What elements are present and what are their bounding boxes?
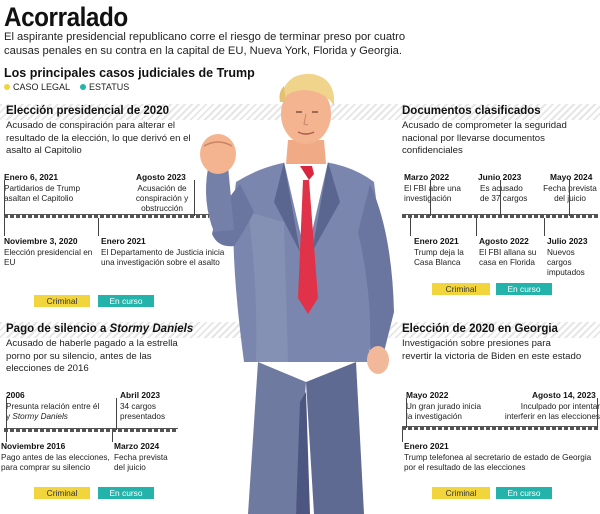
case2-event-text: El FBI abre una investigación — [404, 184, 461, 203]
case4-event-date: Enero 2021 — [404, 441, 449, 451]
page-title: Acorralado — [4, 2, 128, 32]
case1-legal-badge: Criminal — [34, 295, 90, 307]
trump-illustration — [200, 73, 394, 514]
case4-event-text: Un gran jurado inicia la investigación — [406, 402, 482, 421]
case4-tick — [406, 398, 407, 428]
case4-description: Investigación sobre presiones para rever… — [402, 338, 582, 362]
case3-event-date: 2006 — [6, 390, 25, 400]
case4-title: Elección de 2020 en Georgia — [402, 323, 558, 335]
case3-title-name: Stormy Daniels — [109, 323, 194, 335]
case4-tick — [402, 430, 403, 442]
case1-event-date: Enero 2021 — [101, 236, 146, 246]
case2-event-date: Mayo 2024 — [550, 172, 593, 182]
case4-event-text: Trump telefonea al secretario de estado … — [404, 453, 592, 472]
case3-tick — [6, 398, 7, 430]
case4-legal-badge: Criminal — [432, 487, 490, 499]
case2-legal-badge: Criminal — [432, 283, 490, 295]
case2-event-text: El FBI allana su casa en Florida — [479, 248, 537, 267]
case3-event-text: 34 cargos presentados — [120, 402, 166, 421]
case1-event-date: Enero 6, 2021 — [4, 172, 59, 182]
legal-dot-icon — [4, 84, 10, 90]
case1-event-date: Agosto 2023 — [136, 172, 186, 182]
case2-status-badge: En curso — [496, 283, 552, 295]
case3-title: Pago de silencio a Stormy Daniels — [6, 323, 193, 335]
case2-event-text: Es acusado de 37 cargos — [480, 184, 528, 203]
case2-tick — [430, 180, 431, 216]
case3-timeline-axis — [4, 428, 178, 432]
case2-tick — [500, 180, 501, 216]
legend-legal-label: CASO LEGAL — [13, 82, 71, 92]
case3-legal-badge: Criminal — [34, 487, 90, 499]
section-title: Los principales casos judiciales de Trum… — [4, 66, 255, 80]
legend-status-label: ESTATUS — [89, 82, 130, 92]
case1-tick — [98, 218, 99, 236]
legend-item-status: ESTATUS — [80, 82, 129, 92]
case1-event-text: Partidarios de Trump asaltan el Capitoli… — [4, 184, 80, 203]
case1-event-text: Elección presidencial en EU — [4, 248, 93, 267]
case3-tick — [6, 432, 7, 442]
case2-tick — [476, 218, 477, 236]
case2-event-text: Trump deja la Casa Blanca — [414, 248, 464, 267]
case1-tick — [194, 180, 195, 216]
case3-title-prefix: Pago de silencio a — [6, 323, 107, 335]
case2-event-date: Julio 2023 — [547, 236, 588, 246]
case2-event-date: Marzo 2022 — [404, 172, 450, 182]
case3-event-text: Presunta relación entre él y Stormy Dani… — [6, 402, 102, 422]
legend-item-legal: CASO LEGAL — [4, 82, 70, 92]
case2-event-text: Nuevos cargos imputados — [547, 248, 585, 277]
case3-event-text: Pago antes de las elecciones, para compr… — [1, 453, 110, 472]
case4-event-date: Mayo 2022 — [406, 390, 449, 400]
case3-tick — [116, 398, 117, 430]
case1-tick — [4, 180, 5, 216]
case2-event-date: Junio 2023 — [478, 172, 522, 182]
case2-event-text: Fecha prevista del juicio — [543, 184, 597, 203]
case2-title: Documentos clasificados — [402, 105, 541, 117]
case2-event-date: Enero 2021 — [414, 236, 459, 246]
case2-tick — [544, 218, 545, 236]
case2-description: Acusado de comprometer la seguridad naci… — [402, 120, 567, 156]
case3-event-date: Marzo 2024 — [114, 441, 160, 451]
case3-event-text-name: Stormy Daniels — [12, 412, 68, 421]
case3-tick — [112, 432, 113, 442]
case4-status-badge: En curso — [496, 487, 552, 499]
case1-event-text: El Departamento de Justicia inicia una i… — [101, 248, 225, 267]
case4-tick — [597, 398, 598, 428]
case1-timeline-axis — [4, 214, 209, 218]
case1-event-date: Noviembre 3, 2020 — [4, 236, 78, 246]
case2-event-date: Agosto 2022 — [479, 236, 529, 246]
case1-status-badge: En curso — [98, 295, 154, 307]
case1-title: Elección presidencial de 2020 — [6, 105, 169, 117]
case3-event-date: Abril 2023 — [120, 390, 161, 400]
case3-status-badge: En curso — [98, 487, 154, 499]
page-subtitle: El aspirante presidencial republicano co… — [4, 31, 406, 57]
case3-event-text-main: Presunta relación entre él y — [6, 402, 100, 421]
case4-event-text: Inculpado por intentar interferir en las… — [504, 402, 600, 421]
case4-timeline-axis — [402, 426, 598, 430]
case1-tick — [4, 218, 5, 236]
case1-event-text: Acusación de conspiración y obstrucción — [135, 184, 189, 213]
case4-event-date: Agosto 14, 2023 — [532, 390, 596, 400]
case3-description: Acusado de haberle pagado a la estrella … — [6, 338, 178, 374]
case2-tick — [569, 180, 570, 216]
case2-tick — [410, 218, 411, 236]
case3-event-date: Noviembre 2016 — [1, 441, 66, 451]
case1-description: Acusado de conspiración para alterar el … — [6, 120, 191, 156]
legend: CASO LEGAL ESTATUS — [4, 82, 129, 92]
case3-event-text: Fecha prevista del juicio — [114, 453, 168, 472]
status-dot-icon — [80, 84, 87, 90]
